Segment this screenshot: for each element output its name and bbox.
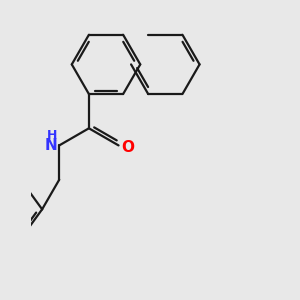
Text: O: O xyxy=(121,140,134,154)
Text: N: N xyxy=(45,138,58,153)
Text: H: H xyxy=(47,129,58,142)
